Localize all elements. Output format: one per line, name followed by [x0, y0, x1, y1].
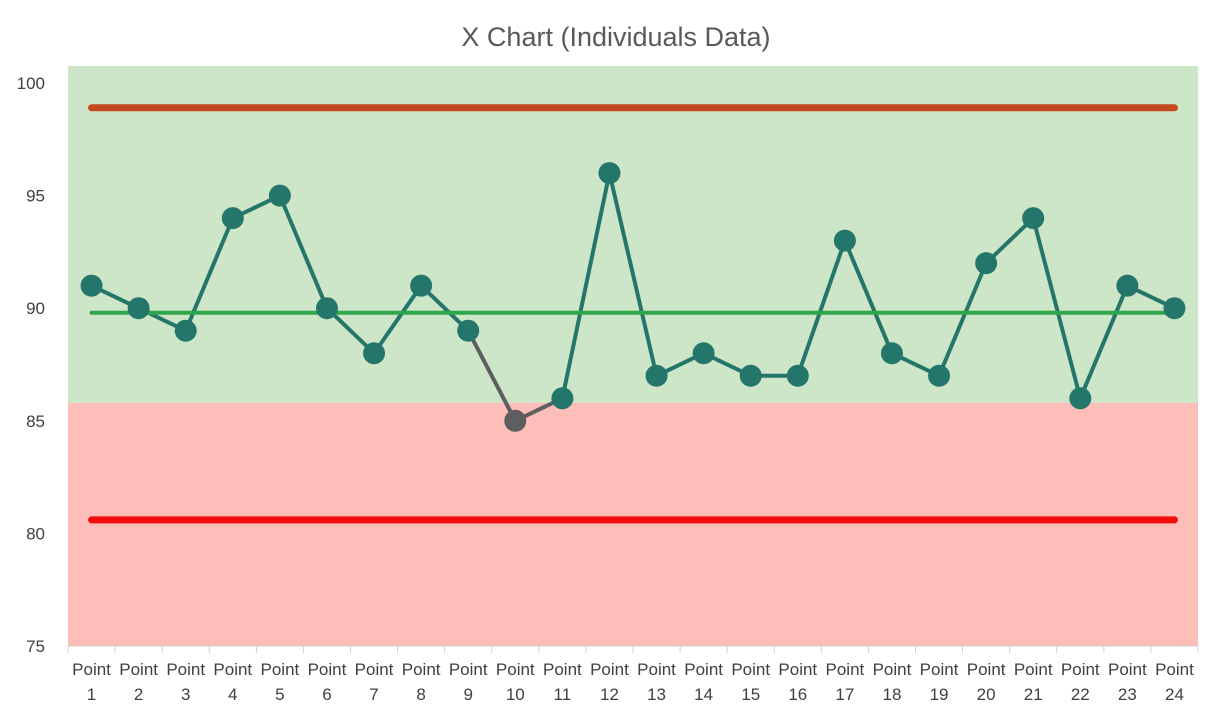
x-tick-label-7: Point 7 [355, 660, 394, 704]
data-point-16 [786, 364, 809, 387]
data-point-20 [975, 252, 998, 275]
x-tick-label-23: Point 23 [1108, 660, 1147, 704]
control-lines [88, 104, 1178, 524]
x-tick-label-14: Point 14 [684, 660, 723, 704]
x-tick-label-6: Point 6 [308, 660, 347, 704]
data-point-6 [315, 297, 338, 320]
x-tick-label-12: Point 12 [590, 660, 629, 704]
x-tick-label-20: Point 20 [967, 660, 1006, 704]
series-segment [560, 171, 612, 401]
data-point-3 [174, 319, 197, 342]
x-tick-label-24: Point 24 [1155, 660, 1194, 704]
y-tick-label-90: 90 [26, 299, 45, 318]
x-tick-label-13: Point 13 [637, 660, 676, 704]
data-point-13 [645, 364, 668, 387]
x-tick-label-21: Point 21 [1014, 660, 1053, 704]
x-tick-label-19: Point 19 [920, 660, 959, 704]
x-tick-label-16: Point 16 [778, 660, 817, 704]
data-point-5 [268, 184, 291, 207]
series-segment [607, 171, 659, 378]
series-segment [277, 193, 329, 311]
data-point-21 [1022, 207, 1045, 230]
series-segment [372, 283, 424, 356]
y-axis: 75 80 85 90 95 100 [17, 74, 45, 656]
y-tick-label-85: 85 [26, 412, 45, 431]
upper-band [68, 66, 1198, 403]
series-segment [1031, 216, 1083, 401]
x-tick-label-3: Point 3 [166, 660, 205, 704]
data-point-10 [504, 409, 527, 432]
data-point-19 [928, 364, 951, 387]
data-point-2 [127, 297, 150, 320]
data-point-4 [221, 207, 244, 230]
x-tick-label-11: Point 11 [543, 660, 582, 704]
y-tick-label-100: 100 [17, 74, 45, 93]
series-segment [795, 238, 847, 378]
bands-group [68, 66, 1198, 646]
chart-title: X Chart (Individuals Data) [461, 22, 770, 52]
x-tick-label-17: Point 17 [826, 660, 865, 704]
data-point-7 [363, 342, 386, 365]
x-tick-label-8: Point 8 [402, 660, 441, 704]
data-point-14 [692, 342, 715, 365]
y-tick-label-80: 80 [26, 524, 45, 543]
series-segment [937, 261, 989, 378]
data-point-24 [1163, 297, 1186, 320]
x-tick-label-18: Point 18 [873, 660, 912, 704]
data-point-15 [739, 364, 762, 387]
x-tick-label-2: Point 2 [119, 660, 158, 704]
data-point-8 [410, 274, 433, 297]
data-point-9 [457, 319, 480, 342]
y-tick-label-95: 95 [26, 187, 45, 206]
data-point-11 [551, 387, 574, 410]
x-tick-label-1: Point 1 [72, 660, 111, 704]
series-segment [466, 328, 518, 423]
x-tick-label-9: Point 9 [449, 660, 488, 704]
series-segment [842, 238, 894, 356]
series-group [80, 162, 1186, 432]
data-point-22 [1069, 387, 1092, 410]
data-point-23 [1116, 274, 1139, 297]
series-segment [1078, 283, 1130, 401]
data-point-18 [880, 342, 903, 365]
x-tick-label-4: Point 4 [213, 660, 252, 704]
lower-band [68, 402, 1198, 646]
x-tick-label-5: Point 5 [261, 660, 300, 704]
data-point-1 [80, 274, 103, 297]
x-tick-label-10: Point 10 [496, 660, 535, 704]
data-point-12 [598, 162, 621, 185]
x-tick-label-15: Point 15 [731, 660, 770, 704]
x-tick-label-22: Point 22 [1061, 660, 1100, 704]
y-tick-label-75: 75 [26, 637, 45, 656]
data-point-17 [833, 229, 856, 252]
